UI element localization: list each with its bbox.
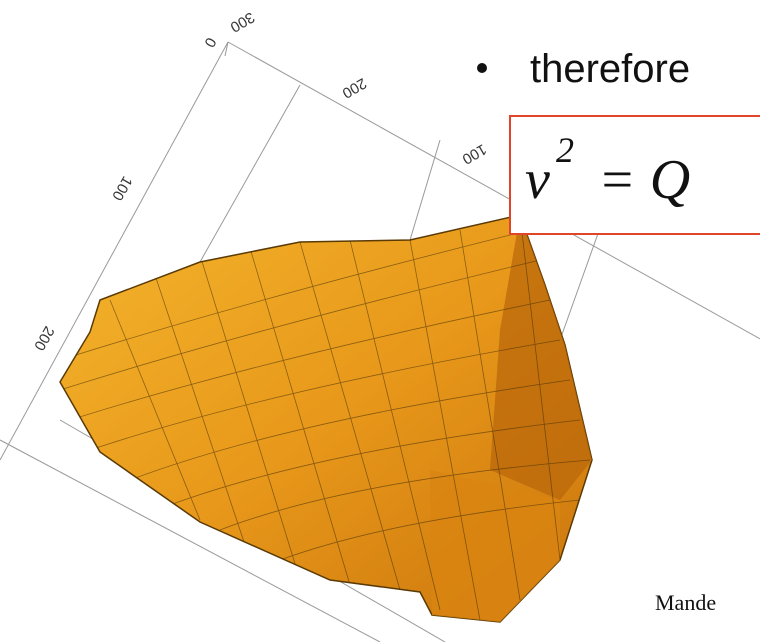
top-axis-tick: 300 (227, 8, 257, 35)
left-axis-tick: 200 (30, 323, 57, 353)
equation-rhs: = Q (598, 149, 690, 211)
citation: Mande (655, 590, 716, 615)
equation-exponent: 2 (556, 130, 574, 170)
left-axis-tick: 0 (200, 34, 219, 50)
top-axis-tick: 200 (339, 74, 369, 101)
surface-render (59, 214, 593, 623)
left-axis-tick: 100 (108, 173, 135, 203)
bullet-dot (477, 63, 487, 73)
bullet-text: therefore (530, 47, 690, 91)
equation-base: v (525, 149, 550, 211)
equation-box (509, 115, 760, 235)
top-axis-tick: 100 (459, 140, 489, 167)
